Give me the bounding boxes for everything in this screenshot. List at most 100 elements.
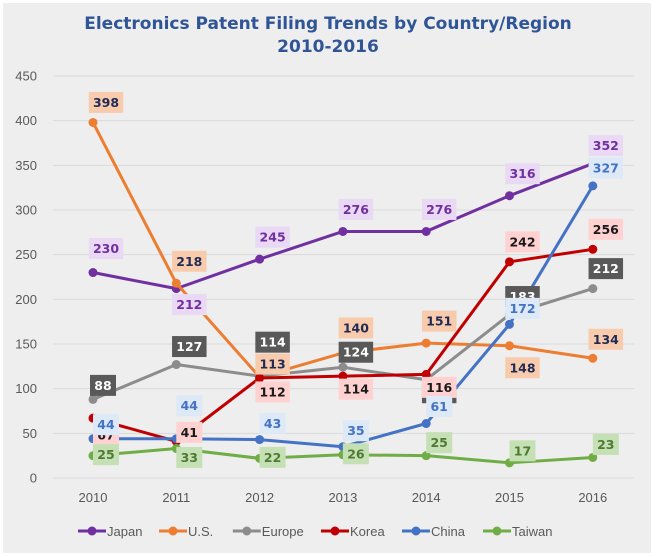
- data-label: 44: [97, 417, 115, 432]
- data-label: 26: [347, 446, 365, 461]
- data-label-box: [421, 310, 457, 332]
- data-label: 212: [593, 261, 619, 276]
- data-label-box: [176, 395, 203, 417]
- data-label: 114: [343, 382, 369, 397]
- legend-label: Korea: [350, 524, 385, 539]
- legend-swatch-marker: [411, 526, 421, 536]
- data-label-box: [421, 198, 457, 220]
- data-point: [88, 268, 98, 278]
- data-label-box: [88, 91, 124, 113]
- y-tick-label: 150: [15, 337, 37, 352]
- data-label-box: [172, 250, 207, 272]
- gridlines: [53, 75, 634, 479]
- data-point: [338, 362, 348, 372]
- x-axis: 2010 2011 2012 2013 2014 2015 2016: [79, 490, 608, 505]
- legend-swatch-marker: [242, 526, 252, 536]
- data-label-box: [255, 226, 290, 248]
- data-point: [171, 278, 181, 288]
- data-point: [588, 284, 598, 294]
- data-label-box: [172, 336, 207, 358]
- data-label: 242: [509, 234, 535, 249]
- data-label-box: [505, 163, 540, 185]
- data-label: 23: [597, 437, 614, 452]
- data-label: 398: [93, 95, 119, 110]
- data-label-box: [505, 357, 540, 379]
- data-label: 218: [176, 254, 202, 269]
- data-label-box: [588, 328, 624, 350]
- data-point: [255, 373, 265, 383]
- data-label: 35: [347, 423, 364, 438]
- data-label: 327: [593, 160, 619, 175]
- data-point: [255, 254, 265, 264]
- data-point: [421, 338, 431, 348]
- data-label: 212: [176, 297, 202, 312]
- y-tick-label: 400: [15, 113, 37, 128]
- data-label: 256: [593, 222, 619, 237]
- data-labels: 230 212 245 276 276 316 352 398 218 113 140 151 148 1…: [88, 91, 624, 469]
- data-label-box: [505, 231, 540, 253]
- legend-swatch-marker: [87, 526, 97, 536]
- data-label: 352: [593, 138, 619, 153]
- legend-item: Taiwan: [483, 524, 552, 539]
- y-tick-label: 300: [15, 203, 37, 218]
- data-point: [588, 452, 598, 462]
- data-point: [421, 419, 431, 429]
- data-point: [338, 226, 348, 236]
- legend-label: Taiwan: [512, 524, 552, 539]
- y-tick-label: 250: [15, 247, 37, 262]
- data-point: [171, 360, 181, 370]
- data-label-box: [176, 421, 203, 443]
- data-label: 316: [509, 166, 535, 181]
- data-label: 112: [260, 384, 286, 399]
- data-label-box: [342, 420, 369, 442]
- data-point: [88, 394, 98, 404]
- data-label: 61: [430, 399, 447, 414]
- x-tick-label: 2015: [495, 490, 524, 505]
- data-point: [88, 117, 98, 127]
- data-point: [588, 353, 598, 363]
- data-label-box: [93, 444, 119, 466]
- y-axis: 0 50 100 150 200 250 300 350 400 450: [15, 69, 37, 486]
- legend-label: China: [431, 524, 466, 539]
- data-label: 44: [181, 398, 199, 413]
- data-point: [421, 369, 431, 379]
- data-point: [421, 226, 431, 236]
- data-label-box: [426, 432, 453, 454]
- data-label-box: [426, 396, 453, 418]
- data-label-box: [342, 443, 369, 465]
- data-label: 116: [426, 380, 452, 395]
- legend-swatch-marker: [330, 526, 340, 536]
- data-point: [421, 451, 431, 461]
- data-label: 245: [260, 230, 286, 245]
- data-point: [338, 371, 348, 381]
- data-point: [588, 181, 598, 191]
- legend: Japan U.S. Europe Korea China Taiwan: [78, 524, 552, 539]
- data-label-box: [588, 258, 624, 280]
- legend-label: Japan: [107, 524, 142, 539]
- data-label: 25: [430, 435, 447, 450]
- data-label: 172: [509, 301, 535, 316]
- y-tick-label: 350: [15, 158, 37, 173]
- data-label-box: [90, 374, 116, 396]
- x-tick-label: 2013: [328, 490, 357, 505]
- data-label: 22: [264, 450, 281, 465]
- data-point: [255, 435, 265, 445]
- data-label: 276: [343, 202, 369, 217]
- legend-label: U.S.: [188, 524, 213, 539]
- data-label: 88: [94, 378, 111, 393]
- legend-item: China: [402, 524, 466, 539]
- data-point: [505, 319, 514, 329]
- data-point: [505, 341, 514, 351]
- data-label-box: [255, 381, 290, 403]
- legend-swatch-marker: [492, 526, 502, 536]
- data-label: 41: [181, 425, 198, 440]
- data-label: 113: [260, 357, 286, 372]
- legend-item: Europe: [232, 524, 304, 539]
- data-label: 17: [514, 443, 531, 458]
- x-tick-label: 2012: [245, 490, 274, 505]
- data-label: 151: [426, 314, 452, 329]
- data-label-box: [176, 447, 203, 469]
- data-label-box: [172, 294, 207, 316]
- data-label-box: [93, 414, 119, 436]
